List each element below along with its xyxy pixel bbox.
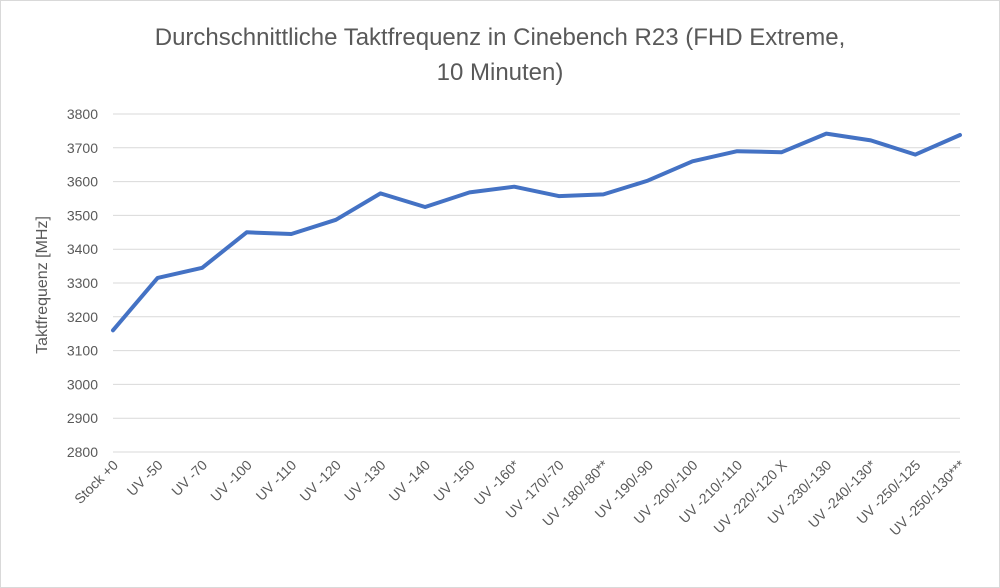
y-tick-label: 3000 <box>67 376 98 392</box>
y-tick-label: 3100 <box>67 343 98 359</box>
data-point <box>111 328 115 332</box>
y-axis-title: Taktfrequenz [MHz] <box>34 216 51 354</box>
data-point <box>512 185 516 189</box>
y-tick-label: 2900 <box>67 410 98 426</box>
y-tick-label: 3800 <box>67 106 98 122</box>
x-tick-label: UV -130 <box>341 457 389 505</box>
data-point <box>646 179 650 183</box>
data-point <box>780 150 784 154</box>
data-point <box>691 159 695 163</box>
x-tick-label: UV -120 <box>296 457 344 505</box>
data-point <box>958 133 962 137</box>
data-point <box>423 205 427 209</box>
series-layer <box>111 131 962 333</box>
y-tick-label: 3700 <box>67 140 98 156</box>
series-line-0 <box>111 131 962 333</box>
x-tick-label: UV -250/-130*** <box>886 456 968 538</box>
x-tick-label: UV -110 <box>253 457 300 504</box>
y-tick-label: 2800 <box>67 444 98 460</box>
data-point <box>289 232 293 236</box>
data-point <box>245 230 249 234</box>
data-point <box>601 192 605 196</box>
data-point <box>334 218 338 222</box>
data-point <box>200 266 204 270</box>
y-tick-label: 3400 <box>67 241 98 257</box>
gridlines <box>113 113 960 453</box>
y-tick-label: 3600 <box>67 174 98 190</box>
y-tick-label: 3200 <box>67 309 98 325</box>
y-tick-label: 3300 <box>67 275 98 291</box>
data-point <box>824 132 828 136</box>
data-point <box>378 191 382 195</box>
x-tick-label: UV -50 <box>124 457 166 499</box>
y-tick-labels: 2800 2900 3000 3100 3200 3300 3400 3500 3600 3700… <box>67 106 98 460</box>
y-tick-label: 3500 <box>67 207 98 223</box>
data-point <box>869 138 873 142</box>
data-point <box>557 194 561 198</box>
chart-title-line-2: 10 Minuten) <box>437 59 564 86</box>
chart-title-line-1: Durchschnittliche Taktfrequenz in Cinebe… <box>155 24 846 51</box>
x-tick-label: UV -70 <box>168 457 210 499</box>
data-point <box>468 190 472 194</box>
x-tick-label: UV -100 <box>207 457 255 505</box>
data-point <box>735 149 739 153</box>
data-point <box>913 153 917 157</box>
data-point <box>156 276 160 280</box>
x-tick-label: Stock +0 <box>71 457 121 507</box>
x-tick-label: UV -140 <box>386 457 434 505</box>
